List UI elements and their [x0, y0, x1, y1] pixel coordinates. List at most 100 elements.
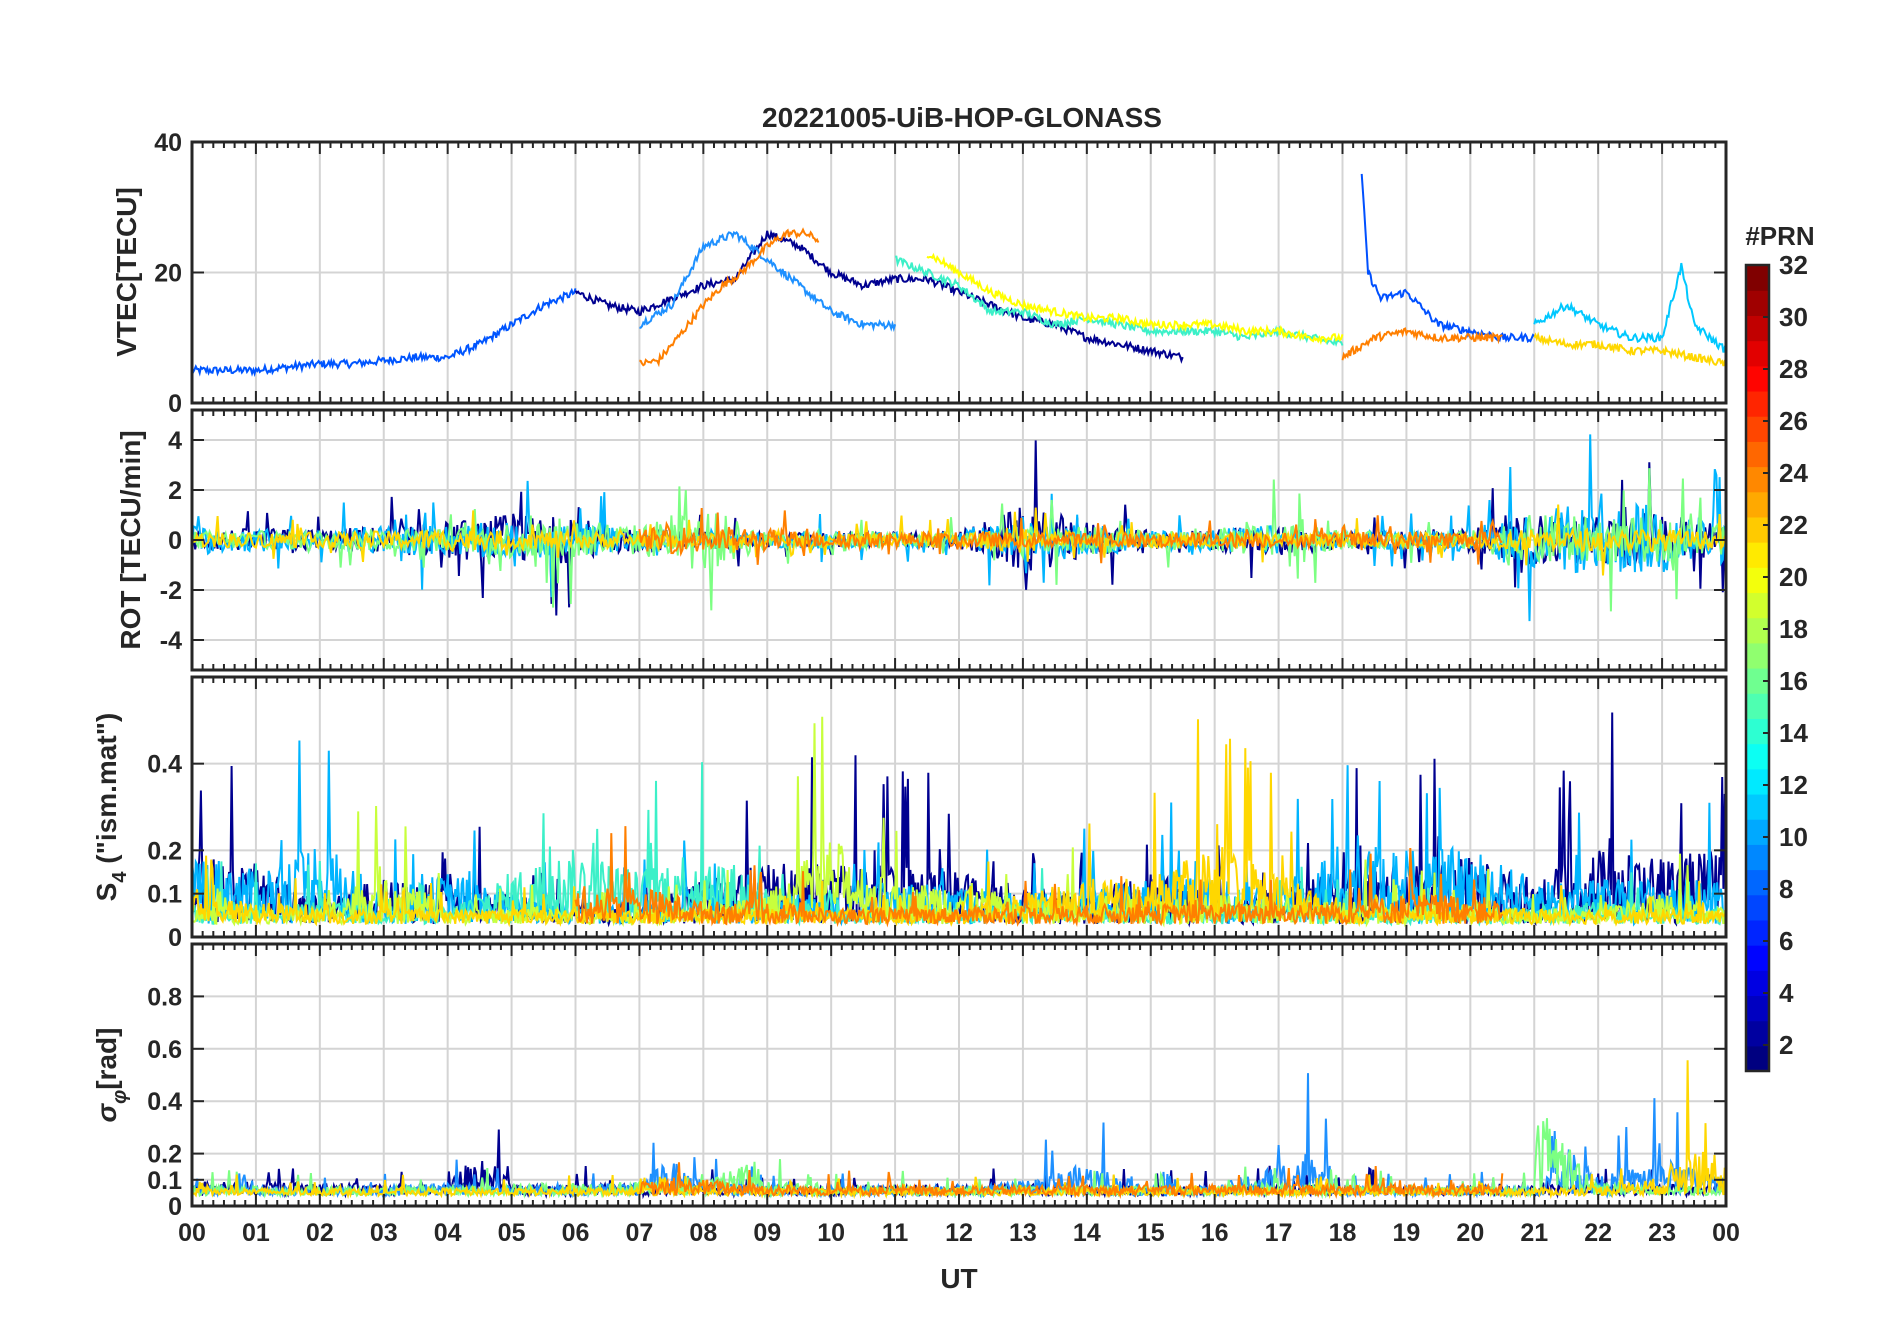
- panel-s4: 0 0.1 0.2 0.4 S4 ("ism.mat"): [91, 675, 1728, 952]
- x-tick-label: 03: [370, 1219, 398, 1247]
- x-tick-label: 18: [1329, 1219, 1357, 1247]
- colorbar-band: [1746, 491, 1769, 518]
- x-tick-label: 06: [562, 1219, 590, 1247]
- y-tick-label: 2: [168, 477, 182, 505]
- y-tick-label: 0.2: [147, 1141, 182, 1169]
- colorbar-band: [1746, 743, 1769, 770]
- y-tick-label: 0.1: [147, 881, 182, 909]
- series-line-prn-6: [1360, 173, 1535, 344]
- colorbar-tick-label: 8: [1779, 874, 1793, 904]
- panel-rot-ticks: [191, 410, 1727, 670]
- panel-sigma-ylabel-sub: φ: [109, 1090, 131, 1104]
- panel-s4-lines: [192, 712, 1726, 928]
- series-line-prn-16: [192, 1118, 1726, 1200]
- x-tick-label: 00: [1712, 1219, 1740, 1247]
- colorbar-tick-label: 30: [1779, 302, 1808, 332]
- panel-sigma-yticks: 00.10.2 0.4 0.6 0.8: [147, 983, 182, 1221]
- panel-sigma: 00.10.2 0.4 0.6 0.8 σφ[rad]: [91, 942, 1728, 1221]
- colorbar-band: [1746, 819, 1769, 845]
- y-tick-label: 20: [154, 260, 182, 288]
- x-tick-label: 21: [1520, 1219, 1548, 1247]
- colorbar-band: [1746, 516, 1769, 543]
- colorbar-band: [1746, 718, 1769, 745]
- series-line-prn-23: [638, 1162, 1504, 1200]
- colorbar-band: [1746, 945, 1769, 971]
- x-tick-label: 07: [626, 1219, 654, 1247]
- colorbar-band: [1746, 466, 1769, 493]
- x-tick-label: 19: [1393, 1219, 1421, 1247]
- panel-s4-ylabel-rest: ("ism.mat"): [91, 713, 122, 872]
- colorbar-band: [1746, 441, 1769, 468]
- colorbar-band: [1746, 592, 1769, 619]
- series-line-prn-19: [926, 252, 1344, 346]
- panel-rot-yticks: -4 -2 0 2 4: [160, 427, 182, 655]
- series-line-prn-1: [574, 229, 1184, 364]
- y-tick-label: 0.6: [147, 1036, 182, 1064]
- colorbar-band: [1746, 869, 1769, 896]
- colorbar-band: [1746, 315, 1769, 342]
- series-line-prn-23: [639, 227, 820, 368]
- panel-vtec-lines: [192, 173, 1726, 378]
- y-tick-label: 0: [168, 527, 182, 555]
- x-tick-label: 15: [1137, 1219, 1165, 1247]
- colorbar-tick-label: 14: [1779, 718, 1808, 748]
- panel-vtec-yticks: 0 20 40: [154, 129, 182, 418]
- x-axis-label: UT: [940, 1263, 977, 1294]
- panel-rot-lines: [192, 434, 1726, 622]
- colorbar-band: [1746, 340, 1769, 367]
- colorbar-label: #PRN: [1745, 221, 1814, 251]
- panel-s4-yticks: 0 0.1 0.2 0.4: [147, 751, 182, 952]
- x-tick-label: 05: [498, 1219, 526, 1247]
- colorbar-tick-label: 20: [1779, 562, 1808, 592]
- x-tick-label: 04: [434, 1219, 462, 1247]
- x-tick-label: 17: [1265, 1219, 1293, 1247]
- y-tick-label: 0: [168, 390, 182, 418]
- colorbar-band: [1746, 567, 1769, 594]
- panel-vtec-ticks: [191, 141, 1727, 404]
- y-tick-label: 0.1: [147, 1167, 182, 1195]
- series-line-prn-20: [1533, 331, 1726, 367]
- colorbar-tick-label: 32: [1779, 250, 1808, 280]
- colorbar-band: [1746, 265, 1769, 291]
- panel-rot: -4 -2 0 2 4 ROT [TECU/min]: [115, 408, 1728, 672]
- y-tick-label: -2: [160, 577, 182, 605]
- y-tick-label: 0.8: [147, 983, 182, 1011]
- panel-sigma-ylabel-sigma: σ: [91, 1102, 122, 1122]
- colorbar-band: [1746, 970, 1769, 997]
- y-tick-label: 0.4: [147, 1088, 182, 1116]
- series-line-prn-24: [1341, 327, 1503, 361]
- x-tick-label: 23: [1648, 1219, 1676, 1247]
- colorbar-tick-label: 16: [1779, 666, 1808, 696]
- y-tick-label: 0: [168, 924, 182, 952]
- panel-sigma-ylabel-rest: [rad]: [91, 1028, 122, 1090]
- y-tick-label: 40: [154, 129, 182, 157]
- colorbar-band: [1746, 642, 1769, 669]
- colorbar-tick-label: 22: [1779, 510, 1808, 540]
- colorbar-band: [1746, 617, 1769, 644]
- x-tick-label: 08: [689, 1219, 717, 1247]
- y-tick-label: 0.4: [147, 751, 182, 779]
- series-line-prn-20: [192, 719, 1726, 928]
- x-tick-label: 14: [1073, 1219, 1101, 1247]
- colorbar-band: [1746, 390, 1769, 417]
- colorbar-tick-label: 12: [1779, 770, 1808, 800]
- colorbar-band: [1746, 844, 1769, 871]
- colorbar-tick-label: 28: [1779, 354, 1808, 384]
- colorbar-band: [1746, 416, 1769, 442]
- series-line-prn-23: [638, 507, 1503, 565]
- x-tick-label: 02: [306, 1219, 334, 1247]
- colorbar-tick-label: 10: [1779, 822, 1808, 852]
- y-tick-label: 0.2: [147, 837, 182, 865]
- colorbar-band: [1746, 894, 1769, 921]
- colorbar-band: [1746, 793, 1769, 820]
- x-tick-label: 16: [1201, 1219, 1229, 1247]
- panel-sigma-lines: [192, 1060, 1726, 1200]
- x-tick-label: 09: [753, 1219, 781, 1247]
- colorbar-band: [1746, 768, 1769, 795]
- colorbar-band: [1746, 365, 1769, 392]
- x-tick-label: 20: [1456, 1219, 1484, 1247]
- colorbar-tick-label: 4: [1779, 978, 1794, 1008]
- y-tick-label: 4: [168, 427, 182, 455]
